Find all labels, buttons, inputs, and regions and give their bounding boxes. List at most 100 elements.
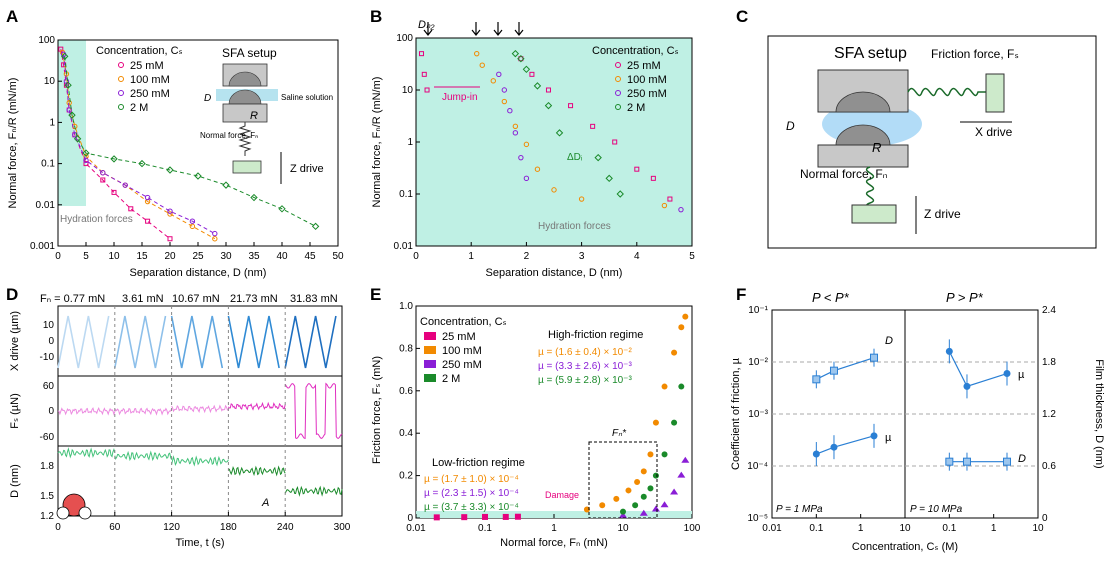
panel-b-legend-label: 2 M	[627, 102, 645, 114]
panel-d-ytick-label: 0	[48, 406, 54, 417]
panel-c-friction: Friction force, Fₛ	[931, 47, 1019, 61]
panel-d-xtick-label: 180	[220, 522, 237, 533]
panel-b-point	[421, 71, 427, 77]
panel-f-points	[812, 339, 1012, 471]
panel-e-high-title: High-friction regime	[548, 329, 643, 341]
panel-e-low-mu-3: µ = (3.7 ± 3.3) × 10⁻⁴	[424, 502, 519, 513]
panel-d-xdrive-trace	[170, 315, 224, 369]
panel-a-inset-R: R	[250, 110, 258, 122]
panel-a-legend-title: Concentration, Cₛ	[96, 45, 183, 57]
panel-a-point	[166, 166, 174, 174]
panel-a-xtick-label: 15	[136, 251, 148, 262]
panel-a-point	[68, 111, 76, 119]
panel-a-letter: A	[6, 7, 18, 26]
panel-e-legend-marker	[424, 332, 436, 340]
panel-b-point	[612, 139, 618, 145]
panel-a-xtick-label: 40	[276, 251, 288, 262]
panel-d-ytick-label: 1.8	[40, 461, 54, 472]
panel-f-xtick-label: 0.1	[809, 523, 823, 534]
panel-f-D-right: D	[1018, 453, 1026, 465]
panel-d-ytick-label: 0	[48, 336, 54, 347]
panel-c-R: R	[872, 140, 881, 155]
panel-b-point	[661, 202, 668, 209]
panel-d-xdrive-trace	[114, 315, 167, 369]
panel-d-xtick-label: 300	[334, 522, 351, 533]
panel-f-xtick-label: 1	[991, 523, 997, 534]
panel-a-series-line	[64, 56, 316, 227]
panel-d-thickness-trace	[228, 465, 286, 477]
panel-b-point	[529, 71, 535, 77]
panel-e-point	[640, 468, 647, 475]
panel-d-xlabel: Time, t (s)	[175, 537, 224, 549]
panel-b-point	[578, 196, 585, 202]
panel-b-legend-label: 100 mM	[627, 74, 667, 86]
panel-e-point	[433, 514, 440, 521]
panel-e-point	[482, 513, 488, 520]
panel-b-hydration-bg	[416, 38, 692, 246]
panel-a-point	[222, 181, 230, 189]
panel-e-ylabel: Friction force, Fₛ (mN)	[371, 356, 383, 464]
panel-f-left-title: P < P*	[812, 290, 850, 305]
panel-b-point	[501, 87, 508, 93]
panel-b-point	[424, 87, 430, 93]
panel-f-ytick-right-label: 2.4	[1042, 305, 1056, 316]
panel-d-axes: 0 60 120 180 240 300 -10 0 10 60 0 -60 1.8 1.5 1.2	[40, 320, 351, 533]
panel-a-inset: SFA setup R D Saline solution Normal for…	[200, 46, 333, 184]
panel-f-p-left: P = 1 MPa	[776, 504, 823, 515]
panel-d-friction-trace	[284, 382, 343, 440]
panel-b-point	[555, 129, 564, 137]
panel-d-xdrive-trace	[284, 315, 337, 369]
panel-b-dhw: Dₕ₂	[418, 19, 435, 31]
panel-f-ylabel-right: Film thickness, D (nm)	[1093, 359, 1105, 468]
panel-b-arrows	[423, 22, 524, 36]
panel-b-ytick-label: 100	[396, 33, 413, 44]
panel-a-xtick-label: 30	[220, 251, 232, 262]
panel-b-hydration-label: Hydration forces	[538, 221, 611, 232]
panel-b-point	[678, 206, 684, 213]
panel-a-point	[189, 218, 196, 224]
panel-b-xlabel: Separation distance, D (nm)	[486, 267, 623, 279]
panel-e-point	[661, 451, 668, 458]
panel-e-point	[502, 513, 509, 520]
panel-f-xtick-label: 10	[899, 523, 911, 534]
panel-c-letter: C	[736, 7, 748, 26]
panel-d-fn-2: 10.67 mN	[172, 293, 220, 305]
panel-f-mu-right: µ	[1018, 369, 1025, 381]
panel-a-ytick-label: 0.01	[36, 200, 56, 211]
panel-d-fn-3: 21.73 mN	[230, 293, 278, 305]
panel-b-point	[533, 82, 542, 90]
panel-f-ytick-label: 10⁻¹	[748, 305, 768, 316]
panel-a-legend-label: 100 mM	[130, 74, 170, 86]
panel-a-legend-label: 2 M	[130, 102, 148, 114]
panel-f-d-point	[812, 375, 821, 384]
panel-e-fnstar: Fₙ*	[612, 428, 627, 439]
panel-a-point	[83, 161, 89, 167]
panel-e-point	[583, 506, 590, 513]
panel-e-point	[681, 456, 690, 463]
panel-a-inset-saline: Saline solution	[281, 93, 333, 102]
panel-f-d-point	[945, 457, 954, 466]
panel-b-point	[523, 175, 530, 182]
panel-d-xdrive-trace	[57, 315, 110, 369]
panel-d: D 0 60 120 180 240 300 -10 0 10 60 0 -60 1.8 1.5 1.2 F…	[6, 285, 351, 549]
panel-f-d-line	[816, 357, 875, 380]
panel-a-point	[167, 208, 173, 214]
panel-b-point	[507, 107, 513, 114]
panel-b-legend-marker	[615, 90, 621, 96]
panel-e-high-mu-1: µ = (1.6 ± 0.4) × 10⁻²	[538, 347, 632, 358]
panel-a-point	[64, 81, 72, 89]
panel-f-mu-point	[945, 347, 953, 355]
panel-e-point	[682, 313, 689, 320]
panel-f-ytick-label: 10⁻³	[748, 409, 768, 420]
panel-b-ytick-label: 10	[402, 85, 414, 96]
panel-b-point	[594, 153, 602, 162]
panel-e-letter: E	[370, 285, 381, 304]
panel-e-point	[619, 511, 627, 518]
panel-f-d-point	[962, 457, 971, 466]
panel-f-d-point	[829, 366, 838, 375]
panel-a-point	[212, 230, 218, 237]
panel-e-point	[677, 471, 686, 478]
panel-f-mu-point	[830, 443, 838, 451]
panel-a-legend-marker	[118, 62, 124, 68]
panel-a-hydration-box	[58, 40, 86, 206]
